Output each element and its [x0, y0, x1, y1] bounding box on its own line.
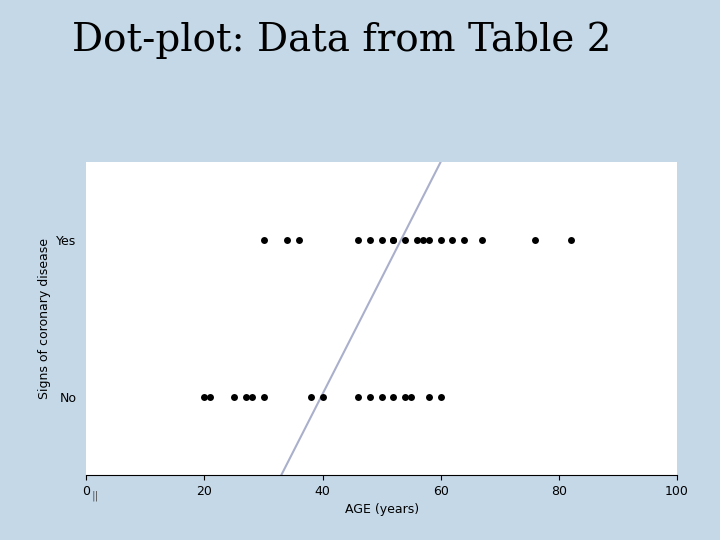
Point: [387, 236, 399, 245]
Point: [400, 393, 411, 401]
Point: [423, 236, 435, 245]
Point: [423, 393, 435, 401]
Point: [282, 236, 293, 245]
Point: [364, 236, 376, 245]
Point: [352, 236, 364, 245]
Point: [476, 236, 487, 245]
Point: [376, 236, 387, 245]
Point: [199, 393, 210, 401]
Point: [364, 393, 376, 401]
Point: [352, 393, 364, 401]
Point: [459, 236, 470, 245]
Text: Dot-plot: Data from Table 2: Dot-plot: Data from Table 2: [72, 22, 611, 59]
Point: [564, 236, 576, 245]
Point: [400, 236, 411, 245]
Point: [411, 236, 423, 245]
Point: [435, 236, 446, 245]
Y-axis label: Signs of coronary disease: Signs of coronary disease: [38, 238, 51, 399]
Text: ||: ||: [91, 491, 99, 501]
Point: [240, 393, 251, 401]
Point: [417, 236, 428, 245]
Point: [258, 236, 269, 245]
Point: [376, 393, 387, 401]
Point: [405, 393, 417, 401]
Point: [305, 393, 317, 401]
Point: [204, 393, 216, 401]
Point: [293, 236, 305, 245]
Point: [246, 393, 258, 401]
Point: [529, 236, 541, 245]
Point: [446, 236, 458, 245]
Point: [387, 236, 399, 245]
Point: [435, 393, 446, 401]
Point: [228, 393, 240, 401]
Point: [258, 393, 269, 401]
Point: [387, 393, 399, 401]
Point: [317, 393, 328, 401]
X-axis label: AGE (years): AGE (years): [345, 503, 418, 516]
